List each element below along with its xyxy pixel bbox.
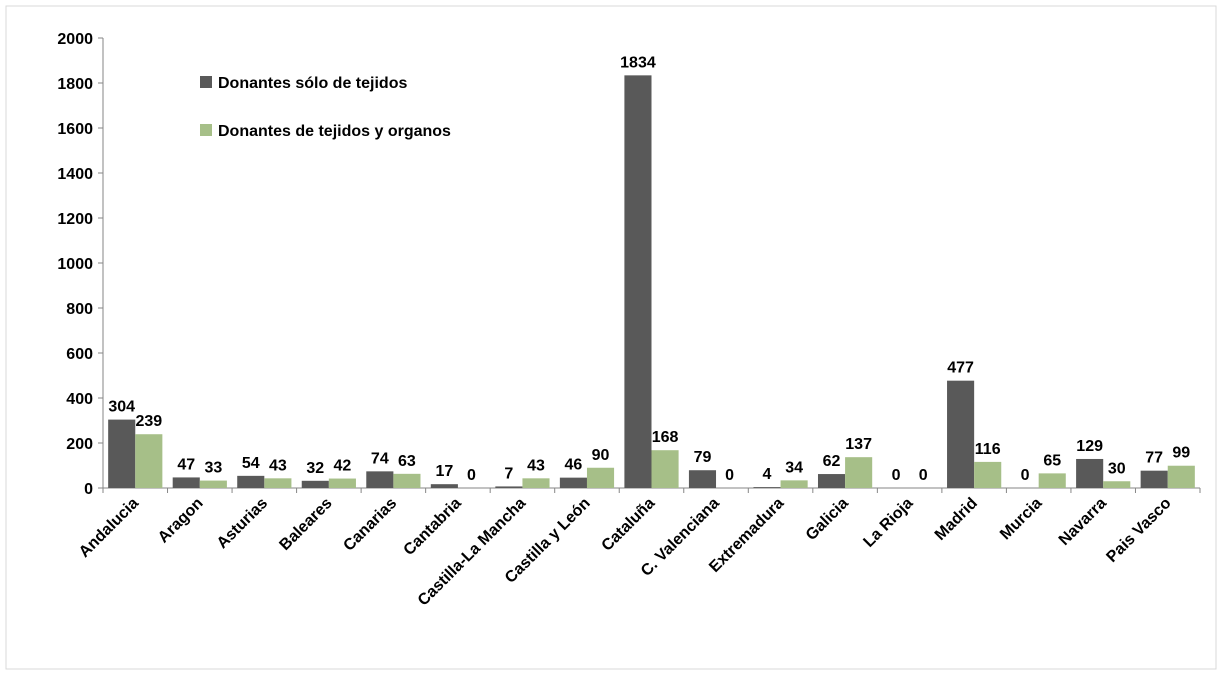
bar [108, 419, 136, 488]
chart-border [5, 5, 1217, 670]
data-label: 77 [1145, 450, 1163, 467]
bar [328, 478, 356, 488]
data-label: 99 [1172, 445, 1190, 462]
data-label: 32 [306, 460, 324, 477]
data-label: 4 [763, 466, 772, 483]
data-label: 0 [467, 467, 476, 484]
data-label: 129 [1076, 438, 1103, 455]
data-label: 34 [785, 459, 803, 476]
bar [624, 75, 652, 488]
bar [1038, 473, 1066, 488]
bar [845, 457, 873, 488]
bar [301, 480, 329, 488]
bar [688, 470, 717, 488]
bar [817, 474, 846, 488]
bar [947, 380, 975, 488]
data-label: 304 [108, 399, 135, 416]
bar [495, 486, 523, 488]
data-label: 42 [334, 458, 352, 475]
data-label: 65 [1043, 452, 1061, 469]
bar [522, 478, 550, 488]
legend-label: Donantes de tejidos y organos [218, 123, 451, 140]
data-label: 54 [242, 455, 260, 472]
data-label: 30 [1108, 460, 1126, 477]
bar [366, 471, 394, 488]
y-tick-label: 800 [66, 301, 93, 318]
bar [393, 473, 421, 488]
data-label: 137 [845, 436, 872, 453]
legend-swatch [200, 76, 212, 88]
bar [559, 477, 587, 488]
y-tick-label: 1800 [57, 76, 93, 93]
data-label: 1834 [620, 54, 656, 71]
data-label: 43 [269, 457, 287, 474]
bar [753, 487, 781, 488]
data-label: 239 [135, 413, 162, 430]
bar [172, 477, 200, 488]
bar [1167, 465, 1195, 488]
data-label: 17 [435, 463, 453, 480]
data-label: 74 [371, 450, 389, 467]
bar [1103, 481, 1131, 488]
data-label: 7 [504, 465, 513, 482]
bar [651, 450, 679, 488]
bar [264, 478, 292, 488]
y-tick-label: 600 [66, 346, 93, 363]
y-tick-label: 2000 [57, 31, 93, 48]
legend-label: Donantes sólo de tejidos [218, 75, 407, 92]
bar [1140, 470, 1168, 488]
bar [780, 480, 808, 488]
data-label: 0 [1021, 467, 1030, 484]
bar [974, 461, 1002, 488]
data-label: 47 [177, 456, 195, 473]
y-tick-label: 200 [66, 436, 93, 453]
data-label: 62 [823, 453, 841, 470]
y-tick-label: 1600 [57, 121, 93, 138]
y-tick-label: 1200 [57, 211, 93, 228]
data-label: 43 [527, 457, 545, 474]
data-label: 477 [947, 360, 974, 377]
y-tick-label: 400 [66, 391, 93, 408]
data-label: 33 [204, 460, 222, 477]
y-tick-label: 1000 [57, 256, 93, 273]
data-label: 63 [398, 453, 416, 470]
data-label: 116 [975, 441, 1001, 458]
legend-swatch [200, 124, 212, 136]
y-tick-label: 0 [84, 481, 93, 498]
data-label: 0 [725, 467, 734, 484]
data-label: 90 [592, 447, 610, 464]
bar [199, 480, 227, 488]
data-label: 46 [565, 457, 583, 474]
bar [586, 467, 615, 488]
data-label: 79 [694, 449, 712, 466]
bar [135, 434, 163, 488]
bar [430, 484, 458, 488]
y-tick-label: 1400 [57, 166, 93, 183]
data-label: 0 [919, 467, 928, 484]
bar [237, 475, 265, 488]
bar [1076, 458, 1104, 488]
data-label: 168 [652, 429, 679, 446]
data-label: 0 [892, 467, 901, 484]
